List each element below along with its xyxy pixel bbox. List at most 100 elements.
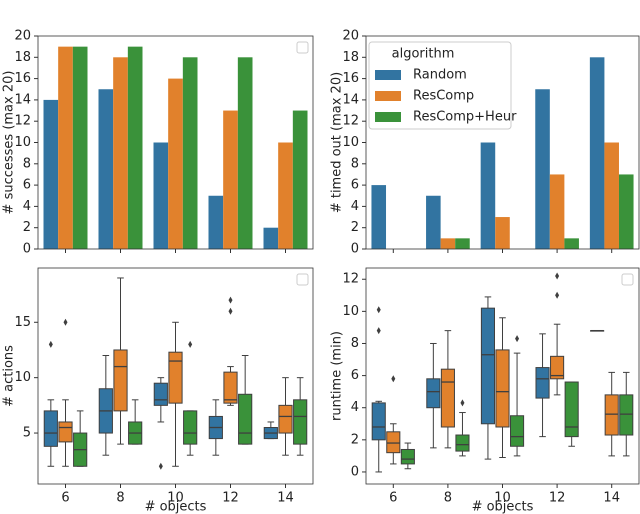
legend-swatch [375,70,401,80]
y-axis-label: runtime (min) [330,331,345,421]
empty-legend [621,273,634,286]
y-tick-label: 10 [14,135,31,150]
y-tick-label: 16 [342,71,359,86]
legend-swatch [375,91,401,101]
box [426,378,441,409]
x-tick-label: 6 [61,491,69,506]
box [564,381,579,438]
y-tick-label: 2 [23,220,31,235]
frame [365,267,640,485]
bar [182,57,198,249]
bar [495,217,510,249]
bar [113,57,128,249]
y-axis-label: # timed out (max 20) [330,72,345,213]
box [386,431,401,454]
y-tick-label: 20 [14,29,31,44]
bar [589,57,605,249]
flier [228,296,233,304]
box [440,368,455,428]
flier [555,291,560,299]
bar [153,142,169,249]
x-tick-label: 8 [444,491,452,506]
box [278,404,293,434]
y-tick-label: 8 [351,336,359,351]
y-tick-label: 8 [351,156,359,171]
y-axis-label: # actions [2,345,17,407]
bar [278,142,293,249]
bar [480,142,496,249]
y-tick-label: 0 [351,464,359,479]
y-tick-label: 15 [14,315,31,330]
legend-label: ResComp [413,89,474,104]
bar [98,89,114,249]
legend-box [368,41,512,130]
y-tick-label: 0 [351,242,359,257]
y-tick-label: 2 [351,220,359,235]
y-tick-label: 10 [342,304,359,319]
legend-label: ResComp+Heur [413,110,517,125]
legend-title: algorithm [392,47,455,62]
box [223,371,238,404]
box [455,434,470,452]
flier [63,318,68,326]
bar [58,46,73,250]
empty-legend [296,273,309,286]
box [480,307,495,425]
y-tick-label: 8 [23,156,31,171]
x-tick-label: 10 [494,491,511,506]
x-tick-label: 12 [549,491,566,506]
flier [460,399,465,407]
bar [127,46,143,250]
x-tick-label: 14 [277,491,294,506]
y-tick-label: 0 [23,242,31,257]
flier [555,272,560,280]
empty-legend [296,41,309,54]
flier [391,375,396,383]
bar [223,110,238,249]
y-axis-label: # successes (max 20) [2,71,17,215]
flier [158,462,163,470]
y-tick-label: 16 [14,71,31,86]
flier [515,335,520,343]
frame [37,35,314,250]
box [550,355,565,380]
legend-label: Random [413,68,467,83]
y-tick-label: 4 [351,199,359,214]
bar [168,78,183,249]
box [510,415,525,447]
box [400,448,415,465]
box [495,349,510,428]
y-tick-label: 10 [342,135,359,150]
x-axis-label: # objects [472,500,534,514]
x-tick-label: 10 [167,491,184,506]
x-tick-label: 6 [389,491,397,506]
box [371,402,386,441]
flier [48,340,53,348]
y-tick-label: 12 [342,114,359,129]
y-tick-label: 5 [23,426,31,441]
y-tick-label: 4 [23,199,31,214]
box [153,382,168,406]
x-axis-label: # objects [145,500,207,514]
y-tick-label: 12 [14,114,31,129]
y-tick-label: 20 [342,29,359,44]
bar [426,195,441,249]
y-tick-label: 14 [342,92,359,107]
x-tick-label: 12 [222,491,239,506]
y-tick-label: 6 [351,178,359,193]
box [238,393,253,445]
bar [549,174,565,249]
box [535,367,550,399]
bar [208,195,224,249]
bar [292,110,308,249]
bar [263,227,279,249]
bar [604,142,619,249]
box [619,394,634,436]
bar [455,238,470,249]
box [604,394,619,436]
y-tick-label: 2 [351,432,359,447]
bar [535,89,550,249]
box [113,349,128,412]
y-tick-label: 10 [14,370,31,385]
